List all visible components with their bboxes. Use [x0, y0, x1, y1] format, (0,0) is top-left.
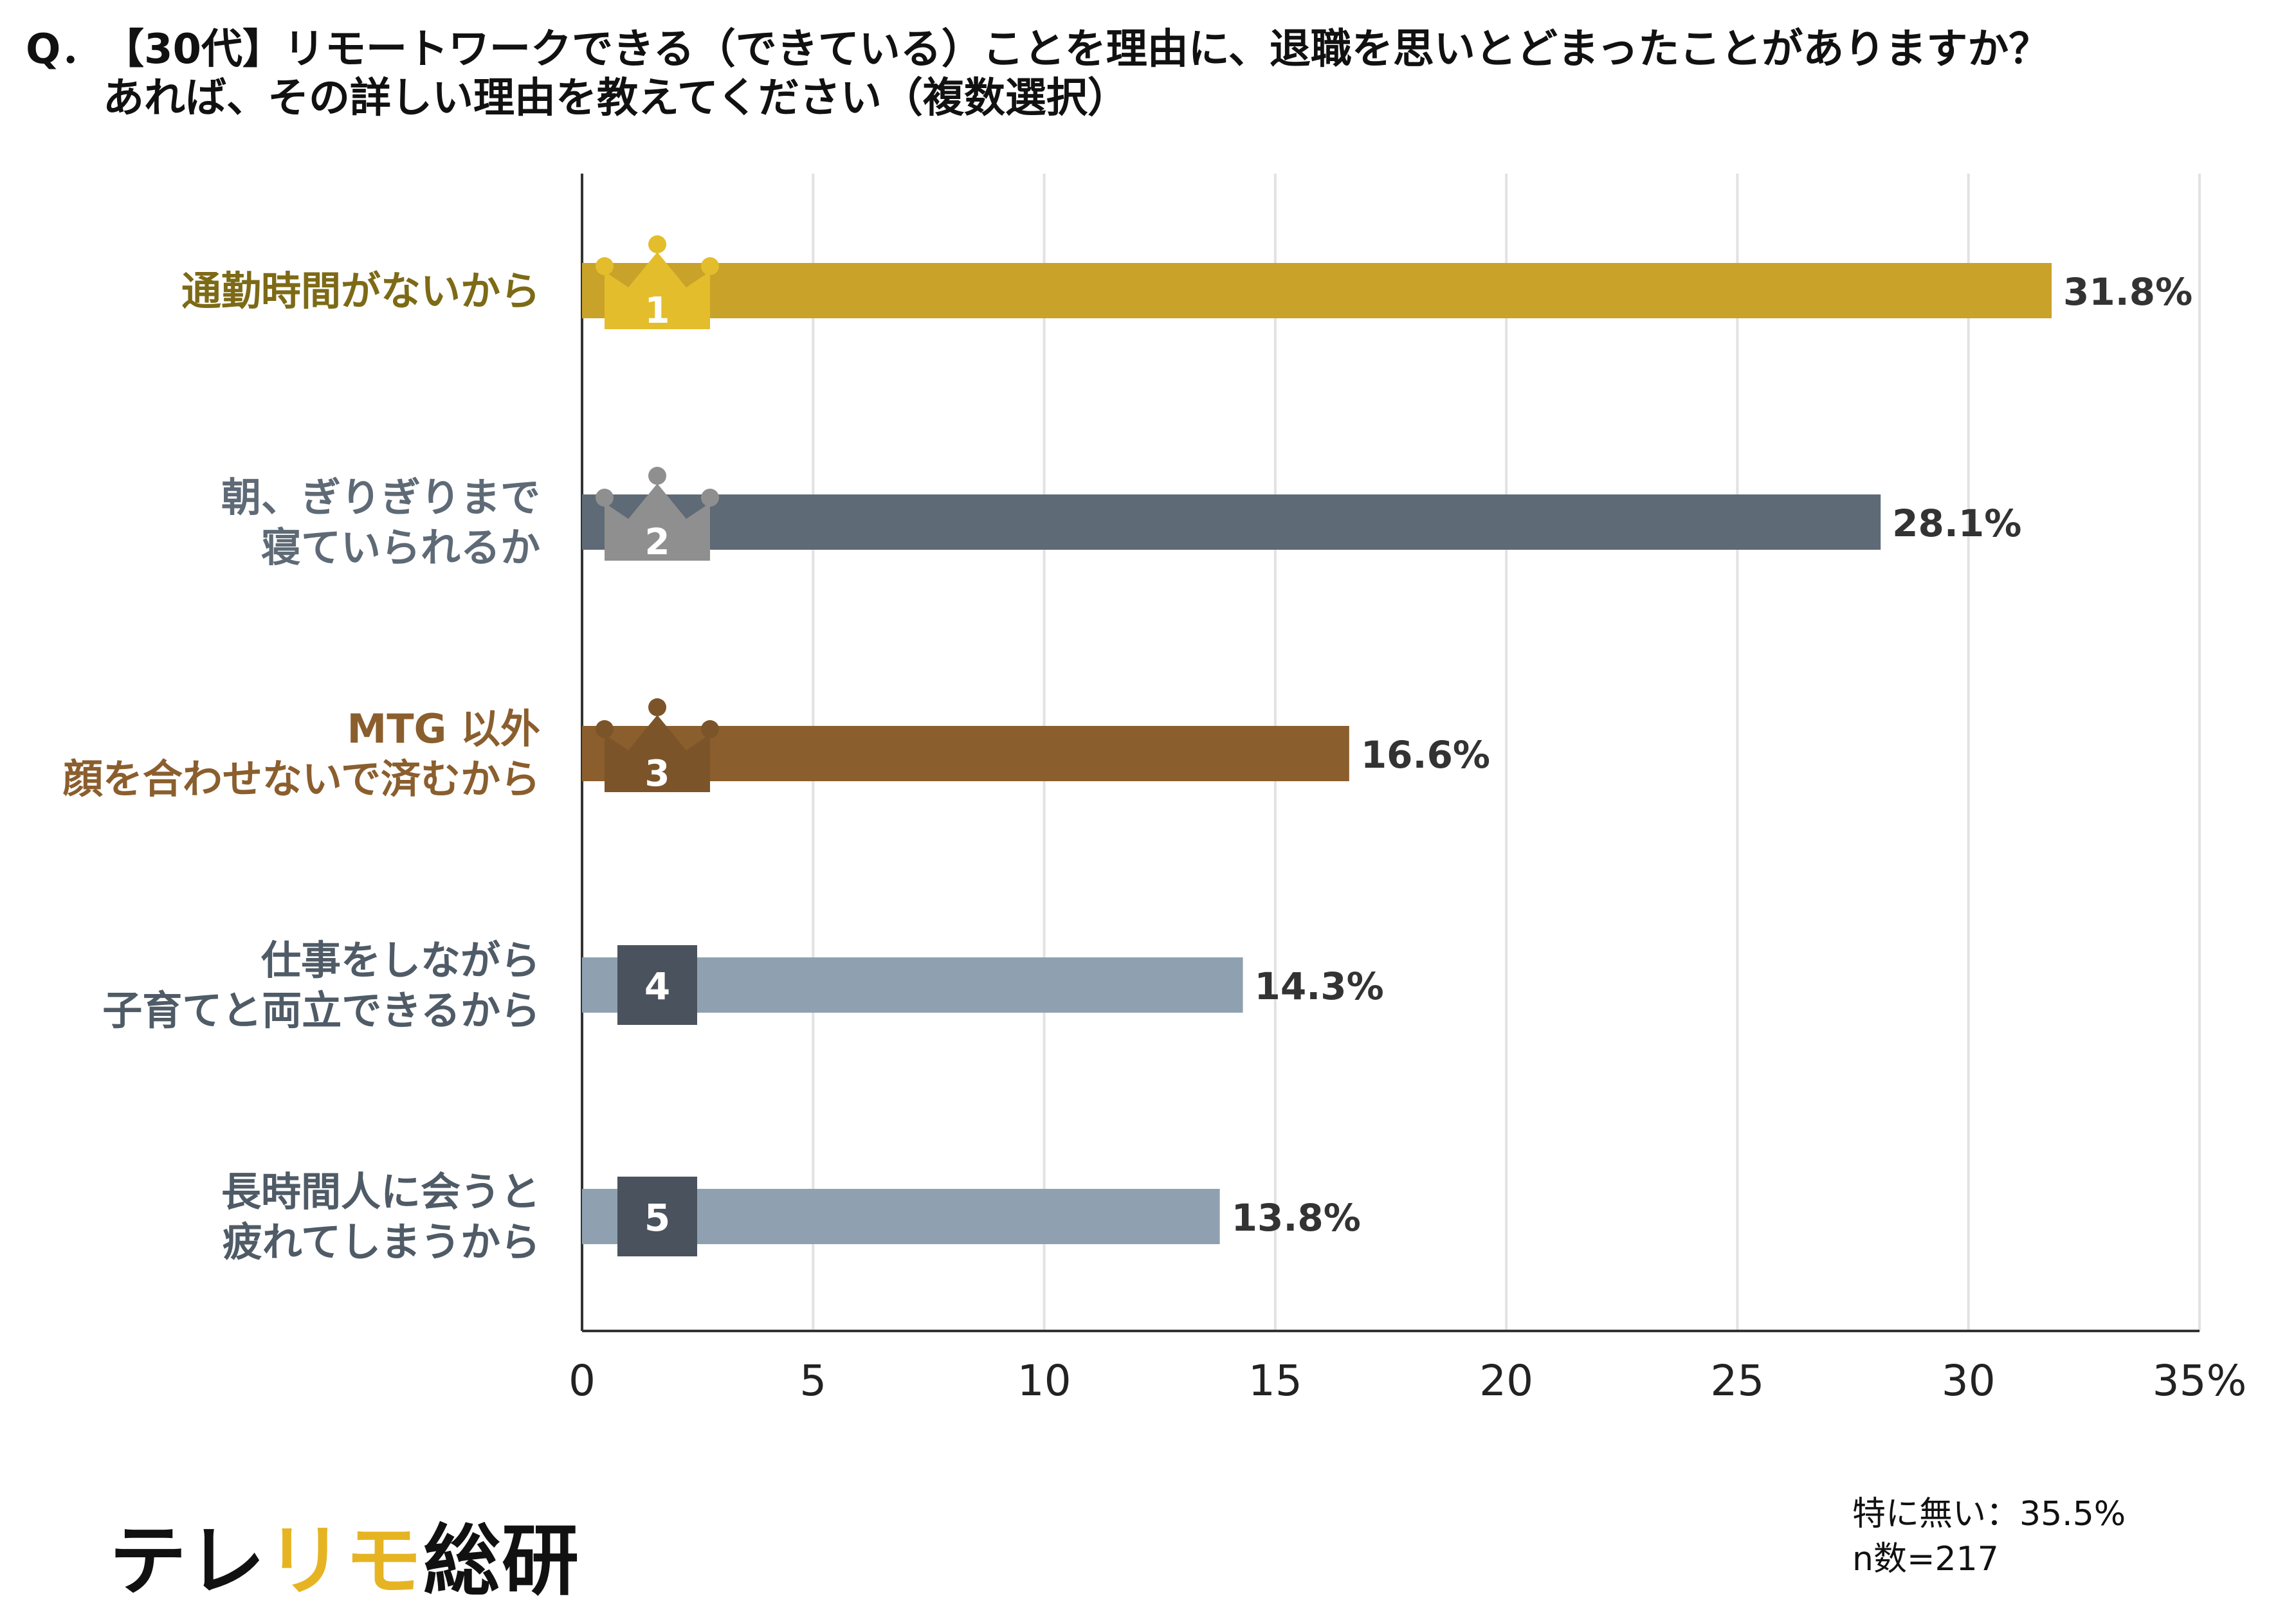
crown-jewel-center-3: [648, 698, 666, 716]
question-prefix: Q．: [26, 26, 102, 73]
category-label-2-line-1: 朝、ぎりぎりまで: [221, 474, 540, 521]
category-label-5-line-1: 長時間人に会うと: [221, 1168, 540, 1215]
crown-jewel-right-1: [701, 257, 719, 275]
category-label-5-line-2: 疲れてしまうから: [223, 1218, 540, 1265]
rank-number-1: 1: [645, 290, 670, 332]
rank-number-4: 4: [644, 964, 670, 1008]
category-label-3-line-2: 顔を合わせないで済むから: [63, 755, 540, 802]
question-title: Q．【30代】リモートワークできる（できている）ことを理由に、退職を思いとどまっ…: [26, 26, 2277, 123]
question-line-2: あれば、その詳しい理由を教えてください（複数選択）: [103, 74, 1129, 122]
rank-badge-4: [617, 945, 697, 1025]
rank-number-3: 3: [645, 753, 670, 795]
value-label-4: 14.3%: [1255, 964, 1384, 1008]
note-none: 特に無い：35.5%: [1852, 1495, 2126, 1533]
crown-jewel-center-2: [648, 467, 666, 485]
value-label-1: 31.8%: [2063, 270, 2192, 314]
note-sample-size: n数=217: [1852, 1540, 1999, 1579]
crown-icon-1: [605, 252, 710, 329]
rank-badge-5: [617, 1177, 697, 1256]
rank-number-2: 2: [645, 521, 670, 563]
category-label-4-line-1: 仕事をしながら: [261, 937, 540, 984]
footnote: 特に無い：35.5% n数=217: [1852, 1492, 2126, 1582]
crown-jewel-left-2: [596, 489, 614, 507]
x-tick-label-1: 5: [799, 1356, 826, 1406]
x-tick-label-6: 30: [1942, 1356, 1996, 1406]
x-tick-label-4: 20: [1479, 1356, 1533, 1406]
bar-1: [582, 263, 2052, 318]
x-tick-label-3: 15: [1248, 1356, 1302, 1406]
x-tick-label-0: 0: [569, 1356, 596, 1406]
crown-jewel-left-1: [596, 257, 614, 275]
brand-text-1: テレ: [109, 1517, 266, 1606]
crown-jewel-center-1: [648, 235, 666, 253]
brand-text-2: 総研: [423, 1517, 580, 1606]
crown-jewel-right-3: [701, 720, 719, 738]
value-label-5: 13.8%: [1232, 1196, 1361, 1240]
question-text-1: 【30代】リモートワークできる（できている）ことを理由に、退職を思いとどまったこ…: [103, 26, 2050, 73]
brand-logo: テレリモ総研: [109, 1498, 580, 1610]
category-label-1: 通勤時間がないから: [181, 267, 540, 314]
x-tick-label-2: 10: [1017, 1356, 1071, 1406]
question-line-1: Q．【30代】リモートワークできる（できている）ことを理由に、退職を思いとどまっ…: [26, 26, 2277, 75]
value-label-3: 16.6%: [1361, 733, 1490, 777]
x-tick-label-5: 25: [1710, 1356, 1764, 1406]
crown-icon-3: [605, 715, 710, 792]
crown-jewel-right-2: [701, 489, 719, 507]
rank-number-5: 5: [644, 1196, 670, 1240]
bar-2: [582, 494, 1881, 550]
x-tick-label-7: 35%: [2153, 1356, 2247, 1406]
crown-icon-2: [605, 484, 710, 561]
crown-jewel-left-3: [596, 720, 614, 738]
category-label-4-line-2: 子育てと両立できるから: [102, 987, 540, 1034]
value-label-2: 28.1%: [1892, 502, 2021, 545]
category-label-3-line-1: MTG 以外: [347, 705, 540, 752]
brand-text-accent: リモ: [266, 1517, 423, 1606]
category-label-2-line-2: 寝ていられるか: [261, 524, 540, 571]
